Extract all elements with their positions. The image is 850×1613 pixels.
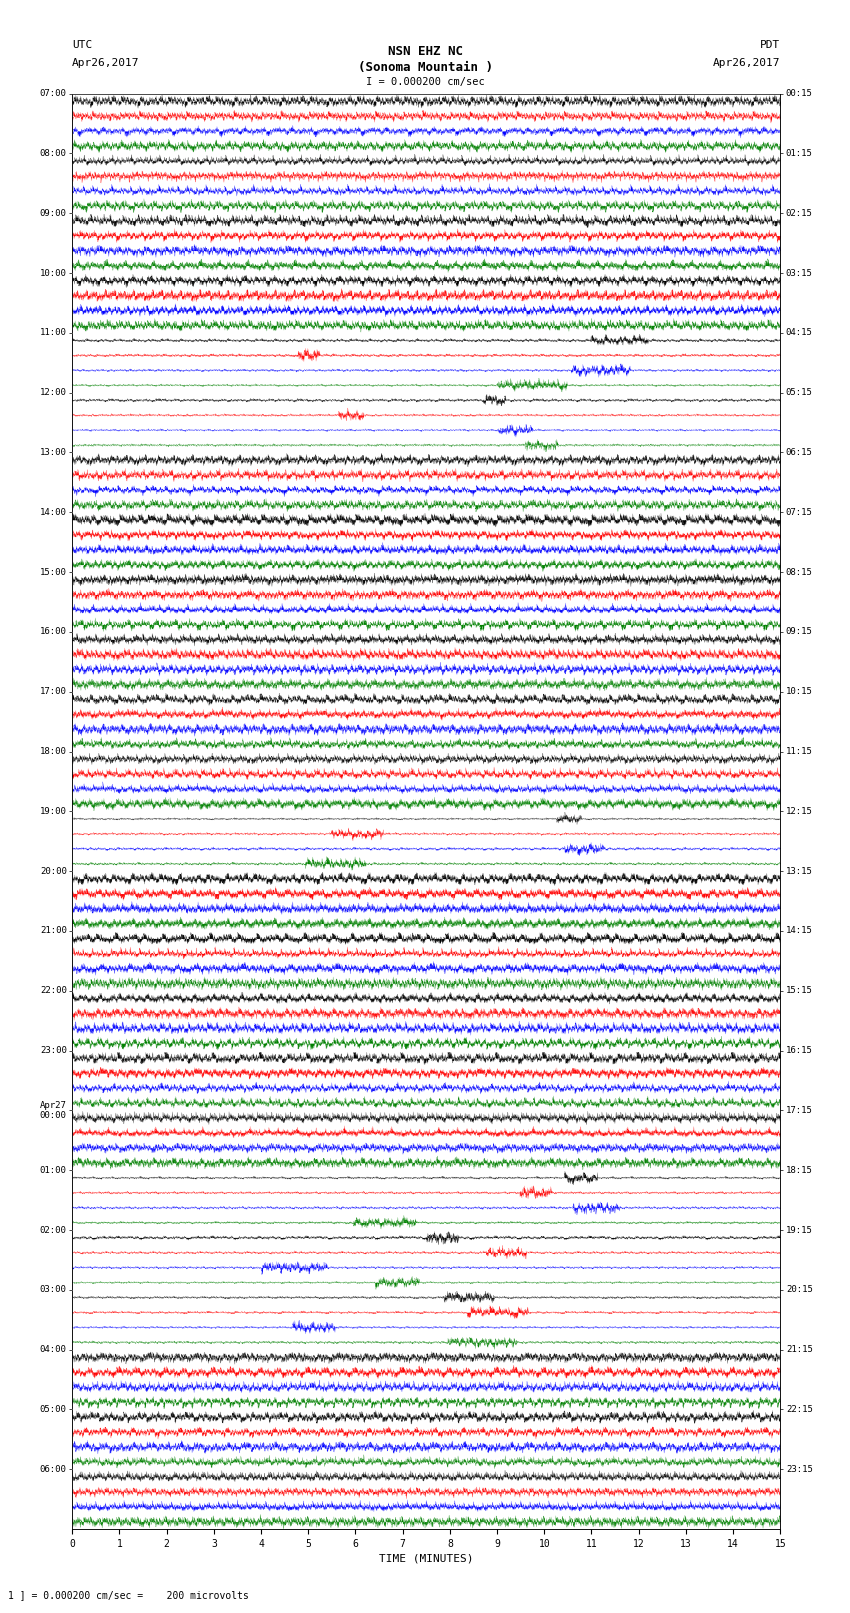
Text: PDT: PDT	[760, 40, 780, 50]
Text: NSN EHZ NC: NSN EHZ NC	[388, 45, 462, 58]
Text: Apr26,2017: Apr26,2017	[713, 58, 780, 68]
Text: UTC: UTC	[72, 40, 93, 50]
Text: 1 ] = 0.000200 cm/sec =    200 microvolts: 1 ] = 0.000200 cm/sec = 200 microvolts	[8, 1590, 249, 1600]
X-axis label: TIME (MINUTES): TIME (MINUTES)	[379, 1553, 473, 1563]
Text: I = 0.000200 cm/sec: I = 0.000200 cm/sec	[366, 77, 484, 87]
Text: Apr26,2017: Apr26,2017	[72, 58, 139, 68]
Text: (Sonoma Mountain ): (Sonoma Mountain )	[358, 61, 492, 74]
